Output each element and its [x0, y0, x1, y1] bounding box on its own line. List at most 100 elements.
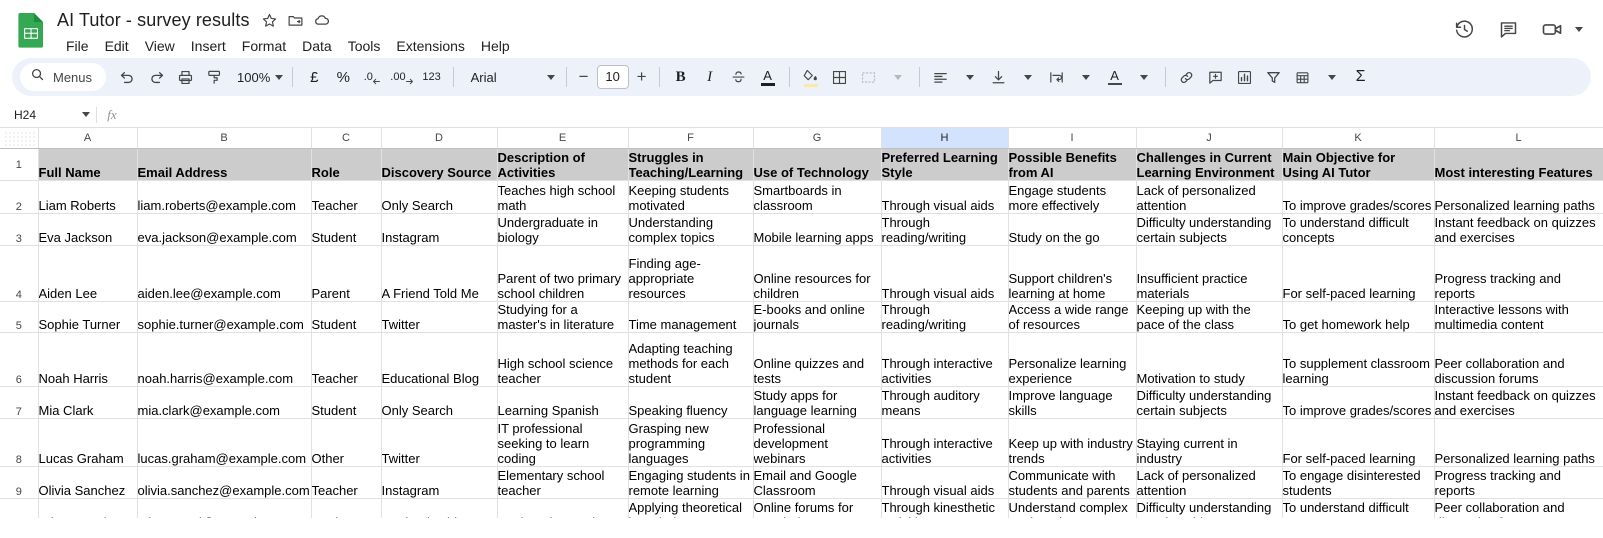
cell-k2[interactable]: To improve grades/scores [1282, 180, 1435, 214]
cell-l4[interactable]: Progress tracking and reports [1434, 245, 1603, 302]
fx-icon[interactable]: fx [107, 106, 117, 122]
text-color-button[interactable]: A [754, 63, 782, 91]
cell-f5[interactable]: Time management [628, 301, 754, 333]
cell-j6[interactable]: Motivation to study [1136, 332, 1283, 387]
cell-h8[interactable]: Through interactive activities [881, 418, 1009, 467]
vertical-align-button[interactable] [985, 63, 1013, 91]
redo-button[interactable] [142, 63, 170, 91]
cell-b5[interactable]: sophie.turner@example.com [137, 301, 312, 333]
cell-k3[interactable]: To understand difficult concepts [1282, 213, 1435, 246]
cell-a2[interactable]: Liam Roberts [38, 180, 138, 214]
cell-j5[interactable]: Keeping up with the pace of the class [1136, 301, 1283, 333]
cell-b10[interactable]: ethan.ward@example.com [137, 498, 312, 518]
cell-b7[interactable]: mia.clark@example.com [137, 386, 312, 419]
strikethrough-button[interactable] [725, 63, 753, 91]
cell-b9[interactable]: olivia.sanchez@example.com [137, 466, 312, 499]
cell-d10[interactable]: A Friend Told Me [381, 498, 498, 518]
cell-a5[interactable]: Sophie Turner [38, 301, 138, 333]
row-header-4[interactable]: 4 [0, 245, 39, 302]
google-sheets-logo[interactable] [14, 7, 48, 51]
cell-b8[interactable]: lucas.graham@example.com [137, 418, 312, 467]
cell-d6[interactable]: Educational Blog [381, 332, 498, 387]
cell-h3[interactable]: Through reading/writing [881, 213, 1009, 246]
cell-g9[interactable]: Email and Google Classroom [753, 466, 882, 499]
header-cell-k[interactable]: Main Objective for Using AI Tutor [1282, 148, 1435, 181]
cell-h10[interactable]: Through kinesthetic activities [881, 498, 1009, 518]
header-cell-j[interactable]: Challenges in Current Learning Environme… [1136, 148, 1283, 181]
select-all-corner[interactable] [0, 128, 39, 149]
cell-a10[interactable]: Ethan Ward [38, 498, 138, 518]
cell-l2[interactable]: Personalized learning paths [1434, 180, 1603, 214]
text-rotation-button[interactable]: A [1101, 63, 1129, 91]
horizontal-align-caret[interactable] [956, 63, 984, 91]
cell-l9[interactable]: Progress tracking and reports [1434, 466, 1603, 499]
font-family-selector[interactable]: Arial [461, 63, 559, 91]
cell-e7[interactable]: Learning Spanish [497, 386, 629, 419]
menu-file[interactable]: File [66, 38, 89, 54]
print-button[interactable] [171, 63, 199, 91]
menu-data[interactable]: Data [302, 38, 332, 54]
header-cell-b[interactable]: Email Address [137, 148, 312, 181]
cell-e10[interactable]: Engineering student [497, 498, 629, 518]
cell-f6[interactable]: Adapting teaching methods for each stude… [628, 332, 754, 387]
column-header-e[interactable]: E [497, 128, 629, 149]
column-header-j[interactable]: J [1136, 128, 1283, 149]
cell-e6[interactable]: High school science teacher [497, 332, 629, 387]
cell-c9[interactable]: Teacher [311, 466, 382, 499]
italic-button[interactable]: I [696, 63, 724, 91]
cell-a3[interactable]: Eva Jackson [38, 213, 138, 246]
column-header-k[interactable]: K [1282, 128, 1435, 149]
cell-h2[interactable]: Through visual aids [881, 180, 1009, 214]
cell-f8[interactable]: Grasping new programming languages [628, 418, 754, 467]
cell-c8[interactable]: Other [311, 418, 382, 467]
cell-a6[interactable]: Noah Harris [38, 332, 138, 387]
filter-views-caret[interactable] [1318, 63, 1346, 91]
cell-g5[interactable]: E-books and online journals [753, 301, 882, 333]
cell-k6[interactable]: To supplement classroom learning [1282, 332, 1435, 387]
cell-c10[interactable]: Student [311, 498, 382, 518]
cell-l5[interactable]: Interactive lessons with multimedia cont… [1434, 301, 1603, 333]
row-header-3[interactable]: 3 [0, 213, 39, 246]
cell-i3[interactable]: Study on the go [1008, 213, 1137, 246]
cell-d4[interactable]: A Friend Told Me [381, 245, 498, 302]
name-box[interactable]: H24 [4, 104, 96, 126]
cell-a4[interactable]: Aiden Lee [38, 245, 138, 302]
zoom-selector[interactable]: 100% [229, 63, 285, 91]
column-header-h[interactable]: H [881, 128, 1009, 149]
cell-f2[interactable]: Keeping students motivated [628, 180, 754, 214]
cell-f7[interactable]: Speaking fluency [628, 386, 754, 419]
cell-f10[interactable]: Applying theoretical knowledge [628, 498, 754, 518]
increase-font-size-button[interactable]: + [636, 67, 647, 86]
column-header-a[interactable]: A [38, 128, 138, 149]
cell-i2[interactable]: Engage students more effectively [1008, 180, 1137, 214]
header-cell-e[interactable]: Description of Activities [497, 148, 629, 181]
header-cell-c[interactable]: Role [311, 148, 382, 181]
cell-g4[interactable]: Online resources for children [753, 245, 882, 302]
version-history-icon[interactable] [1445, 10, 1483, 48]
cell-i7[interactable]: Improve language skills [1008, 386, 1137, 419]
vertical-align-caret[interactable] [1014, 63, 1042, 91]
cell-b3[interactable]: eva.jackson@example.com [137, 213, 312, 246]
cell-g6[interactable]: Online quizzes and tests [753, 332, 882, 387]
cell-i6[interactable]: Personalize learning experience [1008, 332, 1137, 387]
functions-button[interactable]: Σ [1347, 63, 1375, 91]
cell-k9[interactable]: To engage disinterested students [1282, 466, 1435, 499]
decrease-font-size-button[interactable]: − [578, 67, 589, 86]
meet-camera-icon[interactable] [1533, 10, 1571, 48]
text-rotation-caret[interactable] [1130, 63, 1158, 91]
row-header-8[interactable]: 8 [0, 418, 39, 467]
column-header-c[interactable]: C [311, 128, 382, 149]
text-wrapping-caret[interactable] [1072, 63, 1100, 91]
cell-h5[interactable]: Through reading/writing [881, 301, 1009, 333]
row-header-1[interactable]: 1 [0, 148, 39, 181]
cell-j10[interactable]: Difficulty understanding certain subject… [1136, 498, 1283, 518]
insert-chart-button[interactable] [1231, 63, 1259, 91]
row-header-7[interactable]: 7 [0, 386, 39, 419]
cell-j4[interactable]: Insufficient practice materials [1136, 245, 1283, 302]
percent-format-button[interactable]: % [329, 63, 357, 91]
menu-help[interactable]: Help [480, 38, 510, 54]
menu-edit[interactable]: Edit [104, 38, 129, 54]
cell-d3[interactable]: Instagram [381, 213, 498, 246]
filter-views-button[interactable] [1289, 63, 1317, 91]
cell-a7[interactable]: Mia Clark [38, 386, 138, 419]
